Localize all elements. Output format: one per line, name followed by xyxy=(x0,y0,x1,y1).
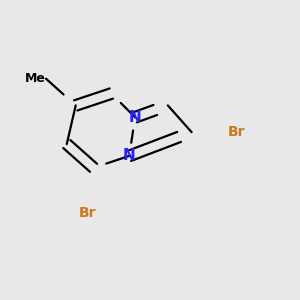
Text: Br: Br xyxy=(227,125,245,139)
Text: Br: Br xyxy=(79,206,96,220)
Text: N: N xyxy=(129,110,142,125)
Text: N: N xyxy=(123,148,136,164)
Text: Me: Me xyxy=(25,72,46,85)
